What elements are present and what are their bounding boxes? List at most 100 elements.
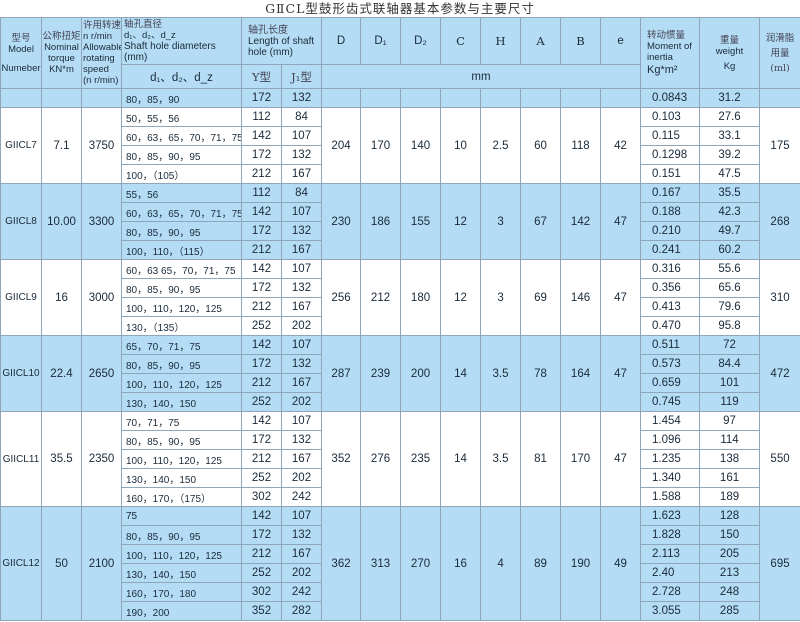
y-length-cell: 212 (241, 449, 282, 469)
dim-C-cell: 12 (440, 259, 482, 336)
header-text: d₁、d₂、d_z (124, 30, 176, 41)
weight-cell: 101 (699, 373, 761, 393)
dim-D2-cell: 270 (400, 506, 442, 621)
table-row: 80，85，90，95 172 132 0.573 84.4 (1, 354, 800, 374)
j1-length-cell: 167 (280, 544, 323, 564)
header-text: 重量 (720, 34, 740, 46)
header-text: Kg (723, 60, 736, 72)
table-row: GIICL7 7.1 3750 50，55，56 112 84 204 170 140 10 2.5… (0, 107, 800, 184)
dim-e-cell (600, 88, 642, 108)
j1-length-cell: 84 (280, 183, 323, 203)
dim-D2-cell: 235 (400, 411, 442, 507)
dim-e-cell: 42 (600, 107, 642, 184)
j1-length-cell: 107 (280, 506, 323, 526)
weight-cell: 84.4 (699, 354, 761, 374)
j1-length-cell: 132 (280, 430, 323, 450)
dim-e-cell: 47 (600, 183, 642, 260)
dim-D-cell: 204 (321, 107, 362, 184)
weight-cell: 39.2 (699, 145, 761, 165)
j1-length-cell: 167 (280, 164, 323, 184)
dim-D1-cell: 239 (360, 335, 402, 412)
header-length: 轴孔长度 Length of shaft hole (mm) (240, 17, 323, 65)
grease-cell: 550 (759, 411, 800, 507)
table-row: 80，85，90，95 172 132 0.356 65.6 (1, 278, 800, 298)
header-text: Kg*m² (647, 64, 678, 76)
y-length-cell: 172 (241, 88, 282, 108)
table-row: 130，140，150 252 202 0.745 119 (1, 392, 800, 412)
header-text: 型号 (11, 32, 31, 44)
dim-D2-cell: 155 (400, 183, 442, 260)
inertia-cell: 2.728 (640, 582, 701, 602)
weight-cell: 95.8 (699, 316, 761, 336)
dim-D-cell: 230 (321, 183, 362, 260)
dim-B-cell: 142 (560, 183, 602, 260)
table-row: 60，63，65，70，71，75 142 107 0.188 42.3 (1, 202, 800, 222)
model-cell: GIICL12 (0, 506, 42, 621)
header-A: A (520, 17, 562, 65)
y-length-cell: 252 (241, 563, 282, 583)
shaft-diameter-cell: 80，85，90，95 (121, 278, 242, 298)
inertia-cell: 1.340 (640, 468, 701, 488)
model-cell: GIICL11 (0, 411, 42, 507)
weight-cell: 213 (699, 563, 761, 583)
header-diameters: 轴孔直径 d₁、d₂、d_z Shaft hole diameters (mm) (121, 17, 242, 65)
header-text: 公称扭矩 (42, 31, 81, 42)
grease-cell (759, 88, 800, 108)
j1-length-cell: 132 (280, 278, 323, 298)
grease-cell: 695 (759, 506, 800, 621)
model-cell: GIICL8 (0, 183, 42, 260)
shaft-diameter-cell: 75 (121, 506, 242, 526)
table-row: 130，140，150 252 202 2.40 213 (1, 563, 800, 583)
dim-B-cell: 190 (560, 506, 602, 621)
inertia-cell: 0.188 (640, 202, 701, 222)
y-length-cell: 212 (241, 297, 282, 317)
dim-C-cell: 10 (440, 107, 482, 184)
dim-D-cell: 352 (321, 411, 362, 507)
y-length-cell: 212 (241, 164, 282, 184)
j1-length-cell: 132 (280, 221, 323, 241)
table-row: GIICL12 50 2100 75 142 107 362 313 270 16 4 89 190 49… (0, 506, 800, 621)
dim-D1-cell: 186 (360, 183, 402, 260)
shaft-diameter-cell: 100，110，120，125 (121, 297, 242, 317)
shaft-diameter-cell: 55，56 (121, 183, 242, 203)
weight-cell: 248 (699, 582, 761, 602)
header-D2: D₂ (400, 17, 442, 65)
speed-cell: 2100 (81, 506, 122, 621)
header-diam-sub: d₁、d₂、d_z (121, 64, 242, 89)
dim-A-cell: 69 (520, 259, 562, 336)
table-row: GIICL11 35.5 2350 70，71，75 142 107 352 276 235 14… (0, 411, 800, 507)
dim-D-cell: 256 (321, 259, 362, 336)
dim-D2-cell: 200 (400, 335, 442, 412)
inertia-cell: 1.454 (640, 411, 701, 431)
inertia-cell: 0.151 (640, 164, 701, 184)
y-length-cell: 302 (241, 487, 282, 507)
shaft-diameter-cell: 60，63，65，70，71，75 (121, 126, 242, 146)
dim-C-cell (440, 88, 482, 108)
inertia-cell: 0.167 (640, 183, 701, 203)
j1-length-cell: 167 (280, 297, 323, 317)
weight-cell: 33.1 (699, 126, 761, 146)
table-row: 80，85，90 172 132 0.0843 31.2 (0, 88, 800, 108)
shaft-diameter-cell: 100，110，120，125 (121, 449, 242, 469)
table-row: 100，110，120，125 212 167 0.659 101 (1, 373, 800, 393)
header-y-type: Y型 (241, 64, 282, 89)
shaft-diameter-cell: 80，85，90，95 (121, 145, 242, 165)
header-grease: 润滑脂 用量 (ml) (759, 17, 800, 89)
weight-cell: 27.6 (699, 107, 761, 127)
table-row: 160，170，180 302 242 2.728 248 (1, 582, 800, 602)
weight-cell: 189 (699, 487, 761, 507)
dim-H-cell: 3.5 (480, 411, 522, 507)
dim-D2-cell: 180 (400, 259, 442, 336)
dim-A-cell: 89 (520, 506, 562, 621)
weight-cell: 161 (699, 468, 761, 488)
table-row: 160，170，（175） 302 242 1.588 189 (1, 487, 800, 507)
dim-H-cell: 4 (480, 506, 522, 621)
inertia-cell: 1.588 (640, 487, 701, 507)
dim-C-cell: 14 (440, 335, 482, 412)
dim-D-cell (321, 88, 362, 108)
model-cell: GIICL9 (0, 259, 42, 336)
y-length-cell: 142 (241, 126, 282, 146)
weight-cell: 49.7 (699, 221, 761, 241)
header-text: speed (83, 64, 109, 75)
torque-cell: 35.5 (41, 411, 82, 507)
